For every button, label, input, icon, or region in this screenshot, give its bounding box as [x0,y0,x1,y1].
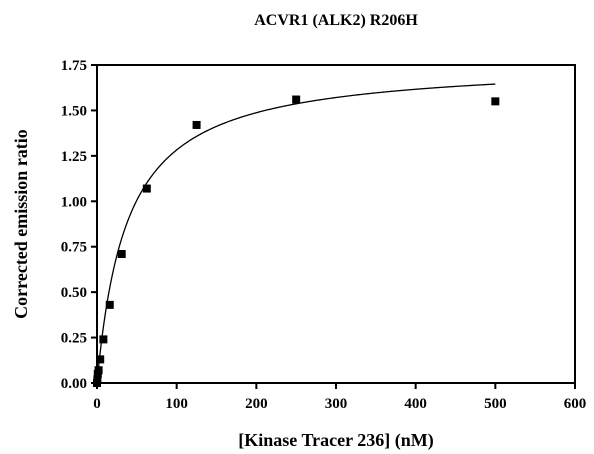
x-tick-label: 0 [93,396,101,412]
y-tick-label: 1.75 [61,58,87,74]
data-point [192,120,201,129]
x-tick-label: 600 [564,396,587,412]
data-point [93,375,102,384]
y-tick-label: 0.00 [61,376,87,392]
data-point [96,355,105,364]
y-axis-label: Corrected emission ratio [11,129,31,319]
y-axis: 0.00 0.25 0.50 0.75 1.00 1.25 1.50 1.75 [61,58,97,392]
data-point [117,249,126,258]
data-point [94,366,103,375]
y-tick-label: 1.25 [61,149,87,165]
y-tick-label: 0.50 [61,285,87,301]
y-tick-label: 0.75 [61,240,87,256]
chart-title: ACVR1 (ALK2) R206H [254,12,418,29]
data-points [93,95,500,387]
data-point [142,184,151,193]
y-tick-label: 1.00 [61,194,87,210]
x-tick-label: 200 [245,396,268,412]
x-tick-label: 100 [165,396,188,412]
x-tick-label: 400 [404,396,427,412]
plot-frame [96,64,576,384]
data-point [99,335,108,344]
x-axis: 0 100 200 300 400 500 600 [93,383,586,412]
x-tick-label: 300 [325,396,348,412]
y-tick-label: 0.25 [61,331,87,347]
y-tick-label: 1.50 [61,103,87,119]
data-point [491,97,500,106]
x-axis-label: [Kinase Tracer 236] (nM) [238,430,433,451]
x-tick-label: 500 [484,396,507,412]
data-point [105,300,114,309]
fit-curve [96,83,496,384]
data-point [292,95,301,104]
